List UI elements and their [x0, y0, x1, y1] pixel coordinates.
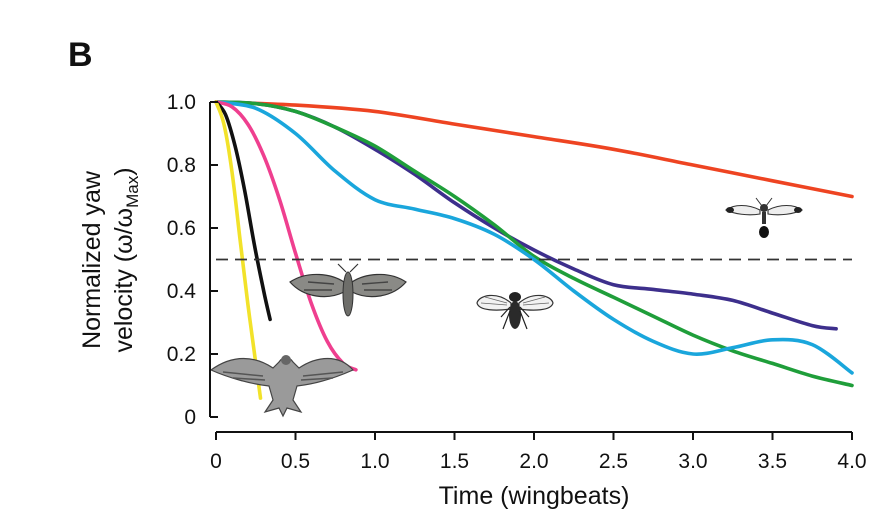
- y-axis-title-line2: velocity (ω/ωMax): [110, 167, 142, 352]
- moth-illustration: [289, 263, 407, 317]
- y-tick-label: 0.8: [167, 154, 196, 177]
- y-axis-title: Normalized yaw velocity (ω/ωMax): [78, 167, 142, 352]
- x-tick-label: 3.5: [758, 450, 787, 473]
- y-axis-title-prefix: velocity (ω/ω: [110, 208, 138, 353]
- y-tick-label: 0.6: [167, 217, 196, 240]
- series-line-6: [214, 100, 272, 322]
- series-line-3: [214, 100, 854, 388]
- y-tick-label: 0: [184, 406, 196, 429]
- series-line-5: [214, 100, 358, 372]
- y-axis-title-subscript: Max: [123, 175, 142, 208]
- x-tick-label: 4.0: [837, 450, 866, 473]
- x-tick-label: 0.5: [281, 450, 310, 473]
- fly-illustration: [476, 292, 554, 330]
- x-tick-label: 0: [210, 450, 222, 473]
- wasp-illustration: [724, 197, 804, 238]
- x-tick-label: 2.5: [599, 450, 628, 473]
- y-tick-label: 0.4: [167, 280, 197, 303]
- x-tick-label: 1.0: [360, 450, 389, 473]
- x-tick-label: 2.0: [519, 450, 548, 473]
- panel-label: B: [68, 36, 93, 74]
- series-line-1: [214, 100, 854, 199]
- y-axis-title-suffix: ): [110, 167, 138, 175]
- x-tick-label: 3.0: [678, 450, 707, 473]
- x-tick-label: 1.5: [440, 450, 469, 473]
- y-tick-label: 0.2: [167, 343, 196, 366]
- y-axis-title-line1: Normalized yaw: [78, 170, 106, 349]
- x-axis-title: Time (wingbeats): [439, 482, 630, 510]
- series-line-4: [214, 100, 854, 375]
- axes: 0 0.2 0.4 0.6 0.8 1.0 0 0.5 1.0 1.5 2.0 2.5 3.0 3.5 4.…: [167, 91, 867, 473]
- y-tick-label: 1.0: [167, 91, 196, 114]
- curves-layer: [214, 100, 854, 400]
- bird-illustration: [209, 355, 354, 418]
